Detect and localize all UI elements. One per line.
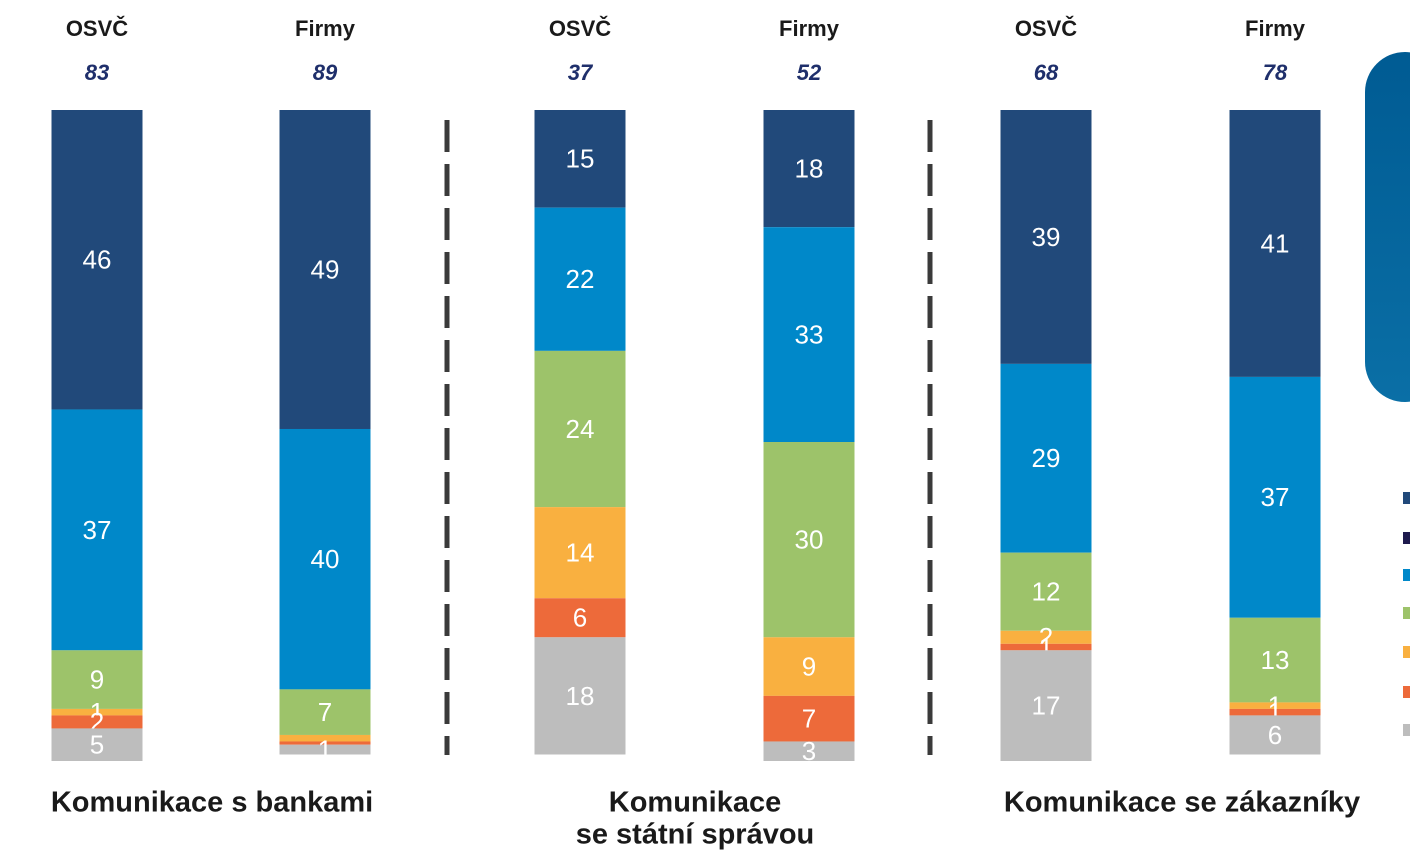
data-label: 29: [1032, 443, 1061, 473]
data-label: 18: [566, 681, 595, 711]
bar-segment: [279, 689, 371, 735]
data-label: 17: [1032, 691, 1061, 721]
total-label: 89: [313, 60, 338, 85]
total-label: 68: [1034, 60, 1059, 85]
data-label: 40: [311, 544, 340, 574]
data-label: 3: [802, 736, 816, 766]
bar-segment: [763, 741, 855, 761]
callout-box: [1365, 52, 1410, 402]
bar-segment: [51, 728, 143, 761]
bar-segment: [1229, 110, 1321, 377]
data-label: 9: [90, 665, 104, 695]
bar-segment: [534, 598, 626, 638]
bar-segment: [51, 708, 143, 716]
total-label: 52: [797, 60, 822, 85]
data-label: 7: [318, 697, 332, 727]
bar-segment: [51, 650, 143, 709]
bar-segment: [279, 428, 371, 690]
bar-segment: [763, 442, 855, 638]
bar-segment: [534, 350, 626, 508]
bar-segment: [279, 110, 371, 429]
bar-segment: [763, 227, 855, 443]
bar-segment: [51, 715, 143, 729]
group-label: Komunikace: [609, 787, 781, 819]
bar-segment: [51, 409, 143, 651]
bar-segment: [1000, 643, 1092, 651]
data-label: 37: [1261, 482, 1290, 512]
bar-segment: [279, 744, 371, 755]
category-label: Firmy: [295, 16, 356, 41]
total-label: 37: [568, 60, 594, 85]
bar-segment: [1000, 110, 1092, 364]
bar-segment: [51, 110, 143, 410]
bar-segment: [534, 110, 626, 208]
data-label: 22: [566, 264, 595, 294]
bar-segment: [1000, 630, 1092, 644]
data-label: 33: [795, 319, 824, 349]
category-label: Firmy: [1245, 16, 1306, 41]
data-label: 15: [566, 144, 595, 174]
data-label: 24: [566, 414, 595, 444]
legend-swatch: [1403, 646, 1410, 658]
bar-segment: [534, 637, 626, 755]
data-label: 18: [795, 153, 824, 183]
data-label: 9: [802, 651, 816, 681]
total-label: 83: [85, 60, 109, 85]
bar-segment: [534, 507, 626, 599]
bar-segment: [1229, 715, 1321, 755]
legend-swatch: [1403, 607, 1410, 619]
category-label: OSVČ: [1015, 16, 1077, 41]
bar-segment: [279, 734, 371, 742]
data-label: 39: [1032, 222, 1061, 252]
bar-segment: [763, 695, 855, 742]
bar-segment: [1229, 376, 1321, 618]
bar-segment: [1000, 552, 1092, 631]
category-label: OSVČ: [549, 16, 611, 41]
data-label: 41: [1261, 228, 1290, 258]
legend-swatch: [1403, 724, 1410, 736]
bar-segment: [1229, 702, 1321, 709]
bar-segment: [534, 207, 626, 351]
data-label: 13: [1261, 645, 1290, 675]
bar-segment: [279, 741, 371, 745]
group-label: Komunikace s bankami: [51, 787, 373, 819]
bar-segment: [763, 110, 855, 228]
data-label: 49: [311, 254, 340, 284]
data-label: 7: [802, 704, 816, 734]
data-label: 46: [83, 245, 112, 275]
group-label: Komunikace se zákazníky: [1004, 787, 1360, 819]
legend-swatch: [1403, 569, 1410, 581]
bar-segment: [1000, 650, 1092, 761]
data-label: 5: [90, 730, 104, 760]
category-label: Firmy: [779, 16, 840, 41]
category-label: OSVČ: [66, 16, 128, 41]
data-label: 14: [566, 538, 595, 568]
data-label: 6: [1268, 720, 1282, 750]
bar-segment: [1229, 617, 1321, 703]
total-label: 78: [1263, 60, 1288, 85]
data-label: 6: [573, 603, 587, 633]
data-label: 37: [83, 515, 112, 545]
bar-segment: [763, 637, 855, 696]
bar-segment: [1000, 363, 1092, 553]
legend-swatch: [1403, 492, 1410, 504]
bar-segment: [1229, 708, 1321, 716]
legend-swatch: [1403, 532, 1410, 544]
data-label: 1: [318, 734, 332, 764]
legend-swatch: [1403, 686, 1410, 698]
data-label: 12: [1032, 577, 1061, 607]
group-label: se státní správou: [576, 819, 815, 851]
data-label: 30: [795, 525, 824, 555]
